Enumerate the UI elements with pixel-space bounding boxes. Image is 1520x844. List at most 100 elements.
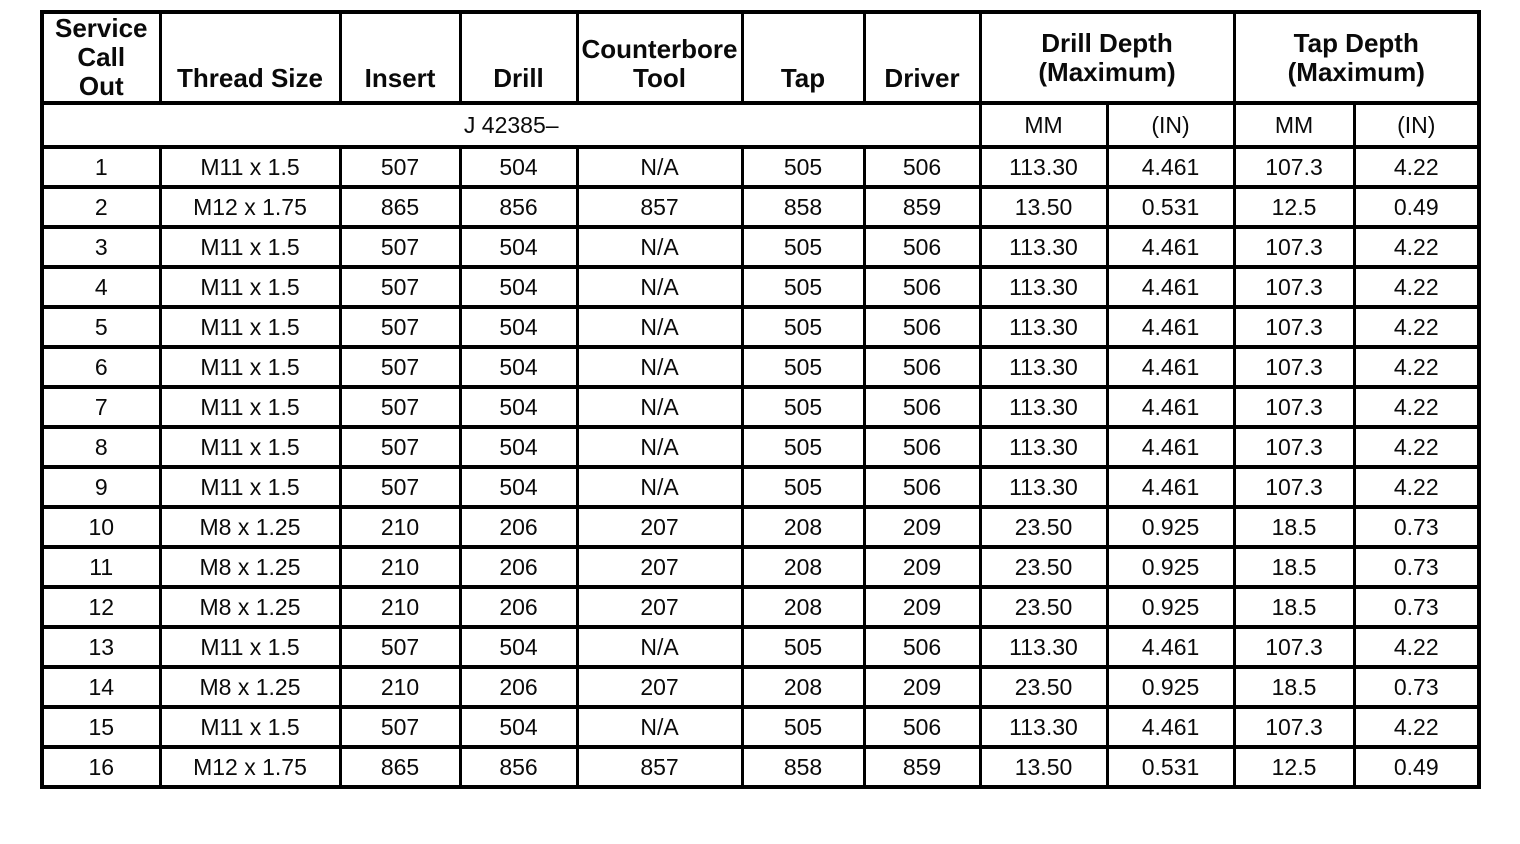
cell-drill-depth-mm: 113.30	[978, 705, 1109, 750]
cell-thread-size: M8 x 1.25	[158, 545, 342, 590]
cell-tap-depth-in: 0.73	[1352, 665, 1481, 710]
cell-thread-size: M11 x 1.5	[158, 345, 342, 390]
cell-insert: 507	[338, 145, 462, 190]
cell-tap-depth-in: 0.73	[1352, 585, 1481, 630]
table-row: 10 M8 x 1.25 210 206 207 208 209 23.50 0…	[40, 505, 1481, 550]
cell-counterbore-tool: N/A	[575, 225, 744, 270]
cell-drill: 206	[458, 665, 579, 710]
cell-tap: 505	[740, 705, 866, 750]
cell-tap: 505	[740, 385, 866, 430]
col-header-drill: Drill	[458, 9, 579, 106]
cell-counterbore-tool: N/A	[575, 705, 744, 750]
cell-tap-depth-in: 4.22	[1352, 305, 1481, 350]
cell-driver: 859	[862, 745, 982, 790]
cell-drill-depth-mm: 23.50	[978, 505, 1109, 550]
cell-thread-size: M11 x 1.5	[158, 225, 342, 270]
table-row: 16 M12 x 1.75 865 856 857 858 859 13.50 …	[40, 745, 1481, 790]
cell-drill-depth-mm: 23.50	[978, 545, 1109, 590]
cell-thread-size: M11 x 1.5	[158, 145, 342, 190]
table-row: 2 M12 x 1.75 865 856 857 858 859 13.50 0…	[40, 185, 1481, 230]
cell-service-call-out: 1	[40, 145, 162, 190]
table-row: 4 M11 x 1.5 507 504 N/A 505 506 113.30 4…	[40, 265, 1481, 310]
cell-tap-depth-mm: 107.3	[1232, 425, 1356, 470]
cell-service-call-out: 4	[40, 265, 162, 310]
tool-group-cell: J 42385–	[40, 101, 982, 150]
cell-counterbore-tool: N/A	[575, 385, 744, 430]
cell-insert: 507	[338, 705, 462, 750]
cell-driver: 506	[862, 625, 982, 670]
cell-service-call-out: 11	[40, 545, 162, 590]
cell-tap: 208	[740, 505, 866, 550]
cell-drill: 504	[458, 225, 579, 270]
cell-tap-depth-in: 0.73	[1352, 545, 1481, 590]
cell-tap-depth-in: 4.22	[1352, 145, 1481, 190]
cell-drill-depth-in: 4.461	[1105, 305, 1236, 350]
cell-counterbore-tool: N/A	[575, 305, 744, 350]
cell-drill: 504	[458, 385, 579, 430]
cell-tap: 505	[740, 465, 866, 510]
cell-thread-size: M12 x 1.75	[158, 185, 342, 230]
table-row: 15 M11 x 1.5 507 504 N/A 505 506 113.30 …	[40, 705, 1481, 750]
cell-insert: 507	[338, 425, 462, 470]
cell-drill-depth-mm: 113.30	[978, 145, 1109, 190]
cell-drill-depth-mm: 113.30	[978, 345, 1109, 390]
cell-drill-depth-in: 0.925	[1105, 585, 1236, 630]
cell-drill: 504	[458, 625, 579, 670]
cell-drill-depth-in: 0.925	[1105, 545, 1236, 590]
cell-tap-depth-mm: 107.3	[1232, 465, 1356, 510]
cell-tap-depth-mm: 18.5	[1232, 585, 1356, 630]
cell-counterbore-tool: N/A	[575, 425, 744, 470]
cell-insert: 507	[338, 265, 462, 310]
cell-drill-depth-mm: 113.30	[978, 625, 1109, 670]
cell-driver: 506	[862, 265, 982, 310]
table-row: 11 M8 x 1.25 210 206 207 208 209 23.50 0…	[40, 545, 1481, 590]
cell-counterbore-tool: N/A	[575, 265, 744, 310]
cell-counterbore-tool: 207	[575, 665, 744, 710]
cell-tap-depth-in: 4.22	[1352, 345, 1481, 390]
cell-tap-depth-mm: 107.3	[1232, 265, 1356, 310]
cell-counterbore-tool: N/A	[575, 345, 744, 390]
cell-thread-size: M11 x 1.5	[158, 625, 342, 670]
cell-drill-depth-in: 4.461	[1105, 385, 1236, 430]
cell-driver: 506	[862, 465, 982, 510]
table-row: 14 M8 x 1.25 210 206 207 208 209 23.50 0…	[40, 665, 1481, 710]
cell-service-call-out: 2	[40, 185, 162, 230]
cell-drill-depth-in: 4.461	[1105, 705, 1236, 750]
cell-thread-size: M12 x 1.75	[158, 745, 342, 790]
cell-thread-size: M11 x 1.5	[158, 465, 342, 510]
cell-driver: 506	[862, 705, 982, 750]
cell-driver: 209	[862, 585, 982, 630]
cell-drill: 206	[458, 505, 579, 550]
cell-drill-depth-in: 4.461	[1105, 425, 1236, 470]
cell-tap: 505	[740, 305, 866, 350]
cell-drill-depth-in: 4.461	[1105, 265, 1236, 310]
cell-tap: 858	[740, 185, 866, 230]
cell-drill-depth-in: 0.925	[1105, 665, 1236, 710]
cell-counterbore-tool: 207	[575, 585, 744, 630]
cell-tap-depth-mm: 107.3	[1232, 385, 1356, 430]
cell-counterbore-tool: N/A	[575, 625, 744, 670]
cell-drill-depth-mm: 113.30	[978, 385, 1109, 430]
col-header-insert: Insert	[338, 9, 462, 106]
subheader-row: J 42385– MM (IN) MM (IN)	[40, 101, 1481, 150]
cell-tap-depth-mm: 107.3	[1232, 305, 1356, 350]
cell-tap-depth-in: 4.22	[1352, 705, 1481, 750]
cell-service-call-out: 9	[40, 465, 162, 510]
table-row: 7 M11 x 1.5 507 504 N/A 505 506 113.30 4…	[40, 385, 1481, 430]
cell-insert: 210	[338, 505, 462, 550]
cell-service-call-out: 16	[40, 745, 162, 790]
cell-tap: 208	[740, 545, 866, 590]
cell-service-call-out: 8	[40, 425, 162, 470]
table-row: 1 M11 x 1.5 507 504 N/A 505 506 113.30 4…	[40, 145, 1481, 190]
cell-tap-depth-in: 4.22	[1352, 265, 1481, 310]
cell-counterbore-tool: N/A	[575, 465, 744, 510]
cell-drill-depth-mm: 23.50	[978, 585, 1109, 630]
cell-insert: 507	[338, 225, 462, 270]
cell-drill-depth-mm: 113.30	[978, 265, 1109, 310]
cell-service-call-out: 14	[40, 665, 162, 710]
cell-tap-depth-mm: 18.5	[1232, 505, 1356, 550]
cell-drill-depth-in: 4.461	[1105, 225, 1236, 270]
cell-drill: 206	[458, 545, 579, 590]
table-row: 12 M8 x 1.25 210 206 207 208 209 23.50 0…	[40, 585, 1481, 630]
